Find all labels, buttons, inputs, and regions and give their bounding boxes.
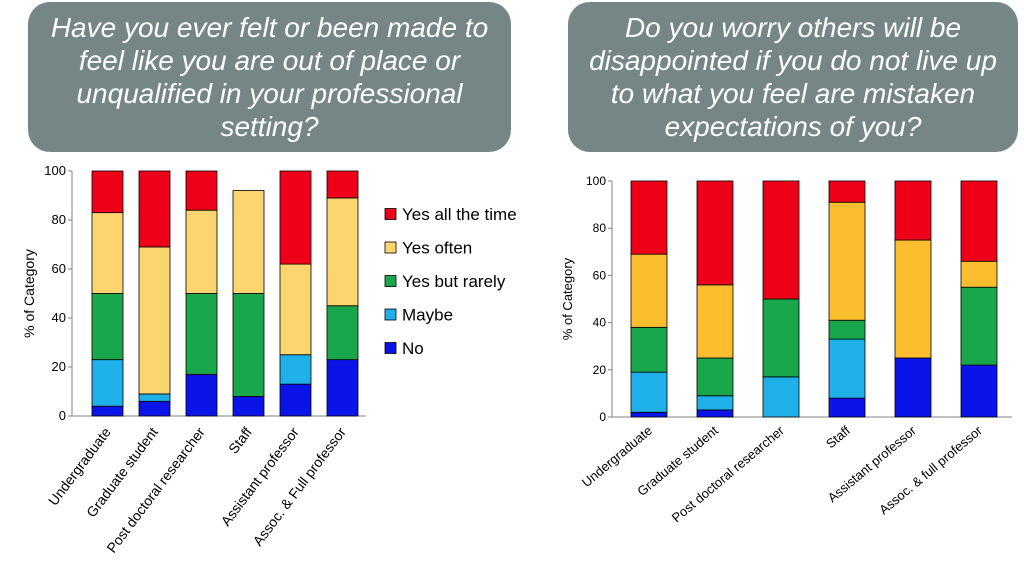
bar-segment-right-yes-all-the-time (762, 180, 800, 300)
bar-segment-left-yes-all-the-time (185, 170, 218, 211)
y-tick-label-right: 80 (593, 221, 607, 235)
y-tick-label-left: 80 (52, 212, 66, 227)
legend-swatch (384, 308, 397, 321)
bar-segment-left-yes-all-the-time (91, 170, 124, 214)
bar-segment-left-yes-often (279, 263, 312, 356)
bar-segment-left-yes-all-the-time (279, 170, 312, 265)
bar-segment-left-no (326, 359, 359, 417)
bar-segment-right-yes-often (828, 201, 866, 321)
legend-label: Yes all the time (402, 205, 517, 224)
bar-segment-right-yes-all-the-time (828, 180, 866, 203)
legend-label: No (402, 339, 424, 358)
y-tick-label-left: 40 (52, 310, 66, 325)
bar-segment-left-no (185, 373, 218, 417)
bar-segment-right-yes-often (894, 239, 932, 359)
bar-segment-left-no (232, 395, 265, 417)
question-text-right: Do you worry others will be disappointed… (589, 12, 997, 142)
x-tick-label-right: Staff (823, 423, 853, 452)
x-tick-label-left: Assoc. & Full professor (249, 424, 349, 549)
bar-segment-right-maybe (630, 371, 668, 413)
bar-segment-right-yes-but-rarely (828, 319, 866, 340)
legend-swatch (384, 241, 397, 254)
bar-segment-right-yes-often (630, 253, 668, 328)
y-tick-label-left: 0 (59, 408, 66, 423)
legend-swatch (384, 275, 397, 287)
y-tick-label-left: 60 (52, 261, 66, 276)
question-box-left: Have you ever felt or been made to feel … (28, 2, 511, 152)
bar-segment-left-maybe (138, 393, 171, 402)
legend-label: Maybe (402, 306, 453, 325)
bar-segment-right-no (960, 364, 998, 418)
bar-segment-left-maybe (91, 359, 124, 407)
bar-segment-right-yes-often (696, 284, 734, 359)
bar-segment-right-no (828, 397, 866, 418)
y-tick-label-right: 20 (593, 363, 607, 377)
bar-segment-right-yes-all-the-time (696, 180, 734, 286)
legend-label: Yes often (402, 239, 472, 258)
bar-segment-right-maybe (762, 376, 800, 418)
bar-segment-right-yes-often (960, 260, 998, 288)
bar-segment-right-yes-all-the-time (894, 180, 932, 241)
legend-swatch (384, 342, 397, 354)
y-tick-label-left: 20 (52, 359, 66, 374)
question-text-left: Have you ever felt or been made to feel … (50, 12, 489, 142)
bar-segment-right-yes-all-the-time (960, 180, 998, 262)
y-tick-label-right: 100 (586, 174, 606, 188)
bar-segment-left-yes-all-the-time (138, 170, 171, 248)
bar-segment-left-yes-often (138, 246, 171, 395)
bar-segment-right-yes-but-rarely (762, 298, 800, 378)
y-tick-label-left: 100 (44, 163, 66, 178)
bar-segment-left-maybe (279, 354, 312, 385)
y-tick-label-right: 0 (599, 410, 606, 424)
bar-segment-left-yes-often (91, 212, 124, 294)
legend-left: Yes all the time Yes often Yes but rarely M… (384, 205, 517, 358)
bar-segment-right-maybe (828, 338, 866, 399)
bar-segment-right-no (894, 357, 932, 418)
bar-segment-right-yes-but-rarely (696, 357, 734, 397)
bar-segment-left-no (138, 400, 171, 417)
bar-segment-right-yes-but-rarely (630, 326, 668, 373)
y-axis-label-left: % of Category (21, 249, 37, 338)
bar-segment-left-yes-often (185, 209, 218, 294)
question-box-right: Do you worry others will be disappointed… (568, 2, 1018, 152)
bar-segment-right-yes-but-rarely (960, 286, 998, 366)
bar-segment-left-yes-but-rarely (91, 293, 124, 361)
bar-segment-left-yes-often (326, 197, 359, 307)
bar-segment-left-yes-often (232, 190, 265, 294)
bar-segment-left-no (279, 383, 312, 417)
x-tick-label-left: Post doctoral researcher (103, 424, 208, 556)
bar-segment-right-yes-all-the-time (630, 180, 668, 255)
bar-segment-left-yes-but-rarely (185, 293, 218, 375)
y-tick-label-right: 60 (593, 268, 607, 282)
y-tick-label-right: 40 (593, 316, 607, 330)
bar-segment-left-yes-all-the-time (326, 170, 359, 199)
bar-segment-right-maybe (696, 395, 734, 411)
x-tick-label-left: Staff (225, 424, 255, 457)
bar-segment-left-yes-but-rarely (232, 293, 265, 397)
legend-swatch (384, 208, 397, 220)
bar-segment-right-no (630, 411, 668, 418)
legend-label: Yes but rarely (402, 272, 506, 291)
x-tick-label-right: Post doctoral researcher (669, 422, 788, 525)
bar-segment-left-yes-but-rarely (326, 305, 359, 361)
y-axis-label-right: % of Category (560, 257, 575, 340)
bar-segment-left-no (91, 405, 124, 417)
bar-segment-right-no (696, 409, 734, 418)
